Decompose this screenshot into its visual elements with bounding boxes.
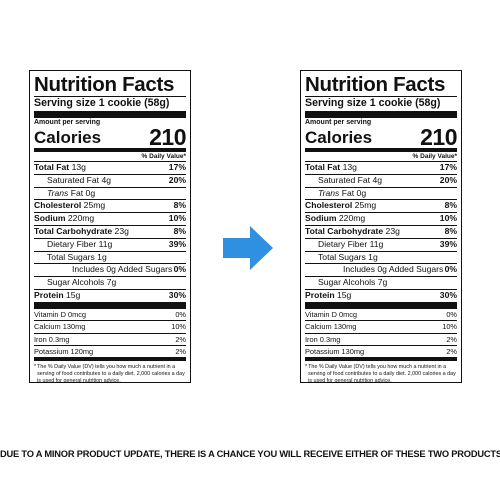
vitamin-row: Iron 0.3mg 2% — [34, 332, 186, 344]
label-title: Nutrition Facts — [305, 73, 446, 96]
nutrition-label-original: Nutrition Facts Serving size 1 cookie (5… — [29, 70, 191, 384]
nutrition-label-updated: Nutrition Facts Serving size 1 cookie (5… — [300, 70, 462, 384]
calories-row: Calories 210 — [305, 124, 457, 150]
nutrient-row-added-sugars: Includes 0g Added Sugars 0% — [305, 263, 457, 276]
vitamin-row: Vitamin D 0mcg 0% — [305, 309, 457, 319]
divider-medium — [34, 148, 186, 152]
nutrient-row-total-fat: Total Fat 13g 17% — [34, 161, 186, 172]
serving-size: Serving size 1 cookie (58g) — [34, 97, 170, 109]
nutrient-row-saturated-fat: Saturated Fat 4g 20% — [34, 173, 186, 187]
vitamin-row: Potassium 120mg 2% — [34, 344, 186, 356]
vitamin-row: Potassium 130mg 2% — [305, 344, 457, 356]
nutrient-row-total-sugars: Total Sugars 1g — [305, 250, 457, 264]
vitamin-row: Vitamin D 0mcg 0% — [34, 309, 186, 319]
divider-medium — [305, 148, 457, 152]
nutrient-row-total-carbohydrate: Total Carbohydrate 23g 8% — [34, 224, 186, 236]
nutrient-row-trans-fat: Trans Fat 0g — [34, 186, 186, 200]
daily-value-header: % Daily Value* — [412, 153, 457, 160]
divider-thick — [305, 111, 457, 118]
footnote: * The % Daily Value (DV) tells you how mu… — [34, 364, 185, 384]
nutrient-row-total-sugars: Total Sugars 1g — [34, 250, 186, 264]
divider-thick — [34, 111, 186, 118]
nutrient-row-added-sugars: Includes 0g Added Sugars 0% — [34, 263, 186, 276]
divider-medium — [305, 357, 457, 362]
calories-label: Calories — [34, 128, 102, 147]
nutrient-row-cholesterol: Cholesterol 25mg 8% — [305, 199, 457, 211]
nutrient-row-sodium: Sodium 220mg 10% — [34, 212, 186, 224]
vitamin-list: Vitamin D 0mcg 0% Calcium 130mg 10% Iron 0… — [34, 309, 186, 358]
vitamin-list: Vitamin D 0mcg 0% Calcium 130mg 10% Iron 0… — [305, 309, 457, 358]
vitamin-row: Iron 0.3mg 2% — [305, 332, 457, 344]
calories-row: Calories 210 — [34, 124, 186, 150]
label-title: Nutrition Facts — [34, 73, 175, 96]
arrow-right-icon — [223, 226, 273, 270]
disclaimer-text: DUE TO A MINOR PRODUCT UPDATE, THERE IS … — [0, 449, 500, 459]
nutrient-row-saturated-fat: Saturated Fat 4g 20% — [305, 173, 457, 187]
daily-value-header: % Daily Value* — [141, 153, 186, 160]
divider-medium — [34, 357, 186, 362]
amount-per-serving: Amount per serving — [34, 119, 101, 126]
nutrient-row-sugar-alcohols: Sugar Alcohols 7g — [34, 276, 186, 289]
nutrient-row-dietary-fiber: Dietary Fiber 11g 39% — [34, 237, 186, 251]
vitamin-row: Calcium 130mg 10% — [305, 320, 457, 332]
nutrient-row-dietary-fiber: Dietary Fiber 11g 39% — [305, 237, 457, 251]
amount-per-serving: Amount per serving — [305, 119, 372, 126]
nutrient-row-cholesterol: Cholesterol 25mg 8% — [34, 199, 186, 211]
calories-value: 210 — [420, 124, 457, 150]
nutrient-row-protein: Protein 15g 30% — [34, 288, 186, 300]
divider-thick — [305, 301, 457, 309]
nutrient-row-sugar-alcohols: Sugar Alcohols 7g — [305, 276, 457, 289]
calories-value: 210 — [149, 124, 186, 150]
nutrient-row-trans-fat: Trans Fat 0g — [305, 186, 457, 200]
serving-size: Serving size 1 cookie (58g) — [305, 97, 441, 109]
divider-thick — [34, 301, 186, 309]
footnote: * The % Daily Value (DV) tells you how mu… — [305, 364, 456, 384]
nutrient-row-total-fat: Total Fat 13g 17% — [305, 161, 457, 172]
vitamin-row: Calcium 130mg 10% — [34, 320, 186, 332]
nutrient-row-protein: Protein 15g 30% — [305, 288, 457, 300]
nutrient-row-total-carbohydrate: Total Carbohydrate 23g 8% — [305, 224, 457, 236]
calories-label: Calories — [305, 128, 373, 147]
nutrient-row-sodium: Sodium 220mg 10% — [305, 212, 457, 224]
